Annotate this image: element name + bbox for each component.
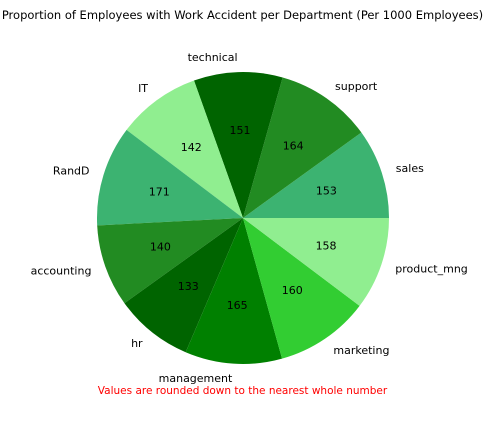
pie-slice-IT [126,80,243,218]
value-label-management: 165 [227,299,248,312]
pie-slices [96,71,389,364]
value-label-IT: 142 [181,141,202,154]
pie-slice-product_mng [243,218,389,306]
value-label-product_mng: 158 [316,239,337,252]
category-label-IT: IT [138,82,148,95]
category-label-support: support [335,80,378,93]
category-label-management: management [159,372,233,385]
category-label-accounting: accounting [31,265,92,278]
value-label-technical: 151 [230,124,251,137]
value-label-hr: 133 [178,280,199,293]
rounding-note: Values are rounded down to the nearest w… [98,385,388,397]
category-labels: sales support technical IT RandD accounting hr… [31,51,468,385]
pie-slice-management [185,218,283,364]
category-label-hr: hr [131,337,143,350]
pie-slice-hr [124,218,243,353]
pie-slice-RandD [96,129,244,226]
value-label-accounting: 140 [150,240,171,253]
chart-title: Proportion of Employees with Work Accide… [2,8,483,22]
pie-slice-support [243,77,362,218]
value-label-marketing: 160 [282,284,303,297]
category-label-RandD: RandD [53,164,90,177]
pie-slice-technical [193,71,283,218]
value-labels: 153 164 151 142 171 140 133 165 160 158 [149,124,337,312]
pie-slice-sales [243,132,389,218]
category-label-marketing: marketing [333,344,389,357]
pie-slice-accounting [97,218,243,304]
value-label-RandD: 171 [149,186,170,199]
category-label-sales: sales [396,162,424,175]
category-label-product_mng: product_mng [395,262,467,275]
value-label-sales: 153 [316,185,337,198]
category-label-technical: technical [188,51,238,64]
pie-slice-marketing [243,218,360,359]
value-label-support: 164 [283,140,304,153]
